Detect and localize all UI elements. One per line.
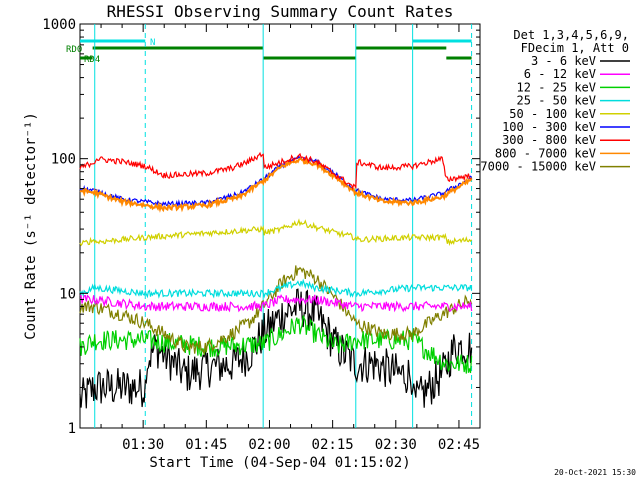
series-line-300-800-kev bbox=[79, 151, 472, 191]
flag-lines bbox=[80, 39, 472, 60]
legend-entry-label: 12 - 25 keV bbox=[517, 80, 596, 94]
legend-entry-label: 7000 - 15000 keV bbox=[480, 160, 596, 174]
series-group bbox=[79, 151, 473, 409]
legend-header-line: Det 1,3,4,5,6,9, bbox=[513, 28, 629, 42]
series-line-7000-15000-kev bbox=[79, 265, 473, 356]
flag-label-rd0: RD0 bbox=[66, 45, 82, 55]
legend-entry-label: 100 - 300 keV bbox=[502, 120, 596, 134]
y-tick-label: 10 bbox=[59, 286, 76, 302]
y-tick-label: 1000 bbox=[42, 17, 76, 33]
legend-entry-label: 3 - 6 keV bbox=[531, 54, 596, 68]
legend-entry-label: 300 - 800 keV bbox=[502, 133, 596, 147]
x-tick-label: 02:45 bbox=[438, 437, 480, 453]
flag-label-rd4: RD4 bbox=[84, 55, 100, 65]
y-axis-label: Count Rate (s⁻¹ detector⁻¹) bbox=[23, 112, 39, 340]
series-line-6-12-kev bbox=[79, 294, 473, 313]
series-line-800-7000-kev bbox=[79, 155, 473, 213]
series-line-50-100-kev bbox=[79, 218, 473, 247]
series-line-3-6-kev bbox=[79, 288, 473, 409]
chart-title: RHESSI Observing Summary Count Rates bbox=[107, 2, 454, 21]
x-tick-label: 02:00 bbox=[248, 437, 290, 453]
x-tick-label: 01:30 bbox=[122, 437, 164, 453]
series-line-25-50-kev bbox=[79, 278, 473, 299]
footer-date: 20-Oct-2021 15:30 bbox=[554, 468, 636, 477]
legend-entry-label: 25 - 50 keV bbox=[517, 94, 596, 108]
series-line-12-25-kev bbox=[79, 315, 473, 374]
y-tick-label: 100 bbox=[51, 152, 76, 168]
legend-entry-label: 6 - 12 keV bbox=[524, 67, 596, 81]
y-tick-label: 1 bbox=[68, 421, 76, 437]
legend-entry-label: 50 - 100 keV bbox=[509, 107, 596, 121]
flag-label-n: N bbox=[150, 38, 155, 48]
y-axis-ticks: 1 10 100 1000 bbox=[42, 17, 480, 437]
x-tick-label: 02:30 bbox=[375, 437, 417, 453]
legend: Det 1,3,4,5,6,9,FDecim 1, Att 03 - 6 keV… bbox=[480, 28, 630, 174]
legend-header-line: FDecim 1, Att 0 bbox=[521, 41, 629, 55]
x-axis-ticks: 01:30 01:45 02:00 02:15 02:30 02:45 bbox=[79, 24, 481, 453]
series-line-100-300-kev bbox=[79, 155, 472, 209]
interval-markers bbox=[94, 24, 473, 428]
x-tick-label: 01:45 bbox=[185, 437, 227, 453]
legend-entry-label: 800 - 7000 keV bbox=[495, 146, 596, 160]
plot-frame bbox=[79, 23, 481, 429]
x-tick-label: 02:15 bbox=[312, 437, 354, 453]
x-axis-label: Start Time (04-Sep-04 01:15:02) bbox=[149, 455, 410, 471]
